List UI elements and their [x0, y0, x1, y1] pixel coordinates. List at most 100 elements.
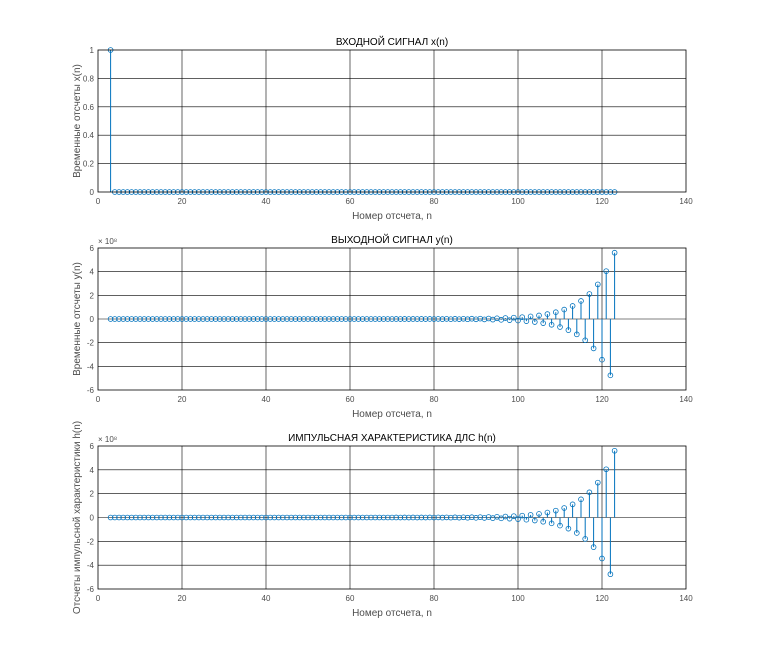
- stem-marker: [603, 268, 609, 274]
- stem-marker: [250, 514, 257, 521]
- stem-marker: [363, 514, 370, 521]
- stem-marker: [393, 316, 400, 322]
- stem-marker: [527, 512, 534, 518]
- stem-marker: [351, 316, 358, 322]
- stem-marker: [183, 514, 190, 521]
- stem-marker: [179, 514, 185, 521]
- stem-marker: [149, 514, 156, 521]
- stem-marker: [208, 316, 215, 322]
- y-tick-label: 4: [90, 268, 95, 277]
- stem-marker: [254, 514, 261, 521]
- stem-marker: [124, 514, 131, 521]
- stem-marker: [351, 514, 358, 521]
- x-axis-label: Номер отсчета, n: [352, 211, 432, 222]
- stem-marker: [368, 316, 374, 322]
- x-tick-label: 40: [262, 594, 271, 603]
- stem-marker: [133, 316, 139, 322]
- stem-marker: [422, 316, 429, 322]
- x-tick-label: 20: [178, 594, 187, 603]
- stem-marker: [258, 316, 265, 322]
- stem-marker: [305, 514, 311, 521]
- y-tick-label: 0.6: [83, 103, 95, 112]
- y-tick-label: -6: [87, 585, 95, 594]
- stem-marker: [334, 514, 341, 521]
- stem-marker: [204, 316, 211, 322]
- x-tick-label: 40: [262, 197, 271, 206]
- chart-title: ВЫХОДНОЙ СИГНАЛ y(n): [331, 233, 453, 246]
- axes-box: [97, 49, 687, 193]
- stem-marker: [405, 316, 412, 322]
- stem-marker: [477, 514, 484, 520]
- stem-marker: [267, 514, 274, 521]
- stem-marker: [154, 316, 160, 322]
- stem-marker: [611, 249, 618, 256]
- stem-marker: [263, 514, 269, 521]
- stem-marker: [170, 316, 177, 322]
- stem-marker: [238, 316, 244, 322]
- x-tick-label: 80: [430, 594, 439, 603]
- stem-marker: [275, 316, 282, 322]
- stem-marker: [552, 507, 559, 514]
- stem-marker: [426, 514, 433, 521]
- y-tick-label: 4: [90, 466, 95, 475]
- stem-marker: [128, 514, 135, 521]
- y-tick-label: 2: [90, 291, 95, 300]
- y-tick-label: 1: [90, 46, 95, 55]
- stem-marker: [238, 514, 244, 521]
- stem-marker: [250, 316, 257, 322]
- stem-marker: [414, 514, 421, 521]
- stem-marker: [191, 316, 198, 322]
- x-tick-label: 140: [679, 395, 693, 404]
- y-axis-label: Временные отсчеты x(n): [72, 64, 83, 178]
- stem-marker: [170, 514, 177, 521]
- stem-marker: [439, 514, 446, 521]
- stem-marker: [599, 356, 605, 363]
- chart-title: ИМПУЛЬСНАЯ ХАРАКТЕРИСТИКА ДЛС h(n): [288, 433, 496, 444]
- stem-marker: [212, 316, 219, 322]
- stem-marker: [309, 514, 316, 521]
- stem-marker: [397, 514, 404, 521]
- y-tick-label: -4: [87, 561, 95, 570]
- stem-marker: [347, 316, 353, 322]
- stem-marker: [279, 514, 286, 521]
- stem-marker: [540, 518, 546, 525]
- stem-marker: [372, 316, 379, 322]
- stem-marker: [137, 514, 143, 521]
- x-tick-label: 20: [178, 197, 187, 206]
- stem-marker: [288, 514, 295, 521]
- stem-marker: [582, 536, 588, 542]
- stem-marker: [313, 316, 320, 322]
- stem-marker: [573, 530, 580, 536]
- stem-marker: [565, 525, 572, 532]
- stem-marker: [300, 514, 307, 521]
- stem-marker: [229, 514, 236, 521]
- stem-marker: [422, 514, 429, 521]
- stem-marker: [569, 501, 576, 508]
- stem-marker: [443, 316, 450, 322]
- stem-marker: [162, 514, 169, 521]
- stem-marker: [279, 316, 286, 322]
- stem-marker: [267, 316, 274, 322]
- x-tick-label: 60: [346, 197, 355, 206]
- stem-marker: [217, 316, 223, 322]
- stem-marker: [321, 316, 328, 322]
- stem-marker: [452, 316, 458, 322]
- stem-marker: [452, 514, 458, 521]
- stem-marker: [112, 514, 118, 521]
- stem-marker: [607, 372, 614, 379]
- subplot-3: 0 20 40 60 80 100 120 140 -6 -4 -2 0 2 4 6× 10⁸ ИМПУЛЬС…: [72, 421, 693, 619]
- stem-marker: [594, 281, 601, 288]
- stem-marker: [523, 516, 530, 523]
- stem-marker: [284, 316, 290, 322]
- subplot-1: 0 20 40 60 80 100 120 140 0 0.2 0.4 0.6 0.8 1 ВХОДНОЙ …: [72, 35, 693, 222]
- stem-marker: [515, 317, 521, 324]
- stem-marker: [271, 514, 278, 521]
- stem-marker: [204, 514, 211, 521]
- stem-marker: [460, 316, 467, 322]
- stem-marker: [578, 298, 584, 304]
- stem-marker: [116, 316, 122, 322]
- stem-marker: [112, 316, 118, 322]
- stem-marker: [506, 317, 513, 323]
- stem-marker: [376, 514, 383, 521]
- stem-marker: [582, 337, 588, 344]
